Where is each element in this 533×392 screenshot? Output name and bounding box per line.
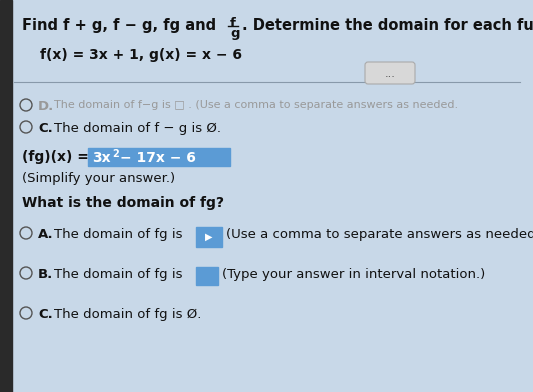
Text: The domain of f−g is □ . (Use a comma to separate answers as needed.: The domain of f−g is □ . (Use a comma to… bbox=[54, 100, 458, 110]
Text: f: f bbox=[230, 17, 236, 30]
Text: − 17x − 6: − 17x − 6 bbox=[120, 151, 196, 165]
Text: g: g bbox=[230, 27, 239, 40]
Text: 2: 2 bbox=[112, 149, 119, 159]
FancyBboxPatch shape bbox=[365, 62, 415, 84]
Text: 3x: 3x bbox=[92, 151, 111, 165]
Text: (fg)(x) =: (fg)(x) = bbox=[22, 150, 94, 164]
Text: (Use a comma to separate answers as needed.: (Use a comma to separate answers as need… bbox=[226, 228, 533, 241]
Text: The domain of fg is Ø.: The domain of fg is Ø. bbox=[54, 308, 201, 321]
Text: ...: ... bbox=[385, 69, 395, 79]
Text: ▶: ▶ bbox=[205, 232, 213, 242]
Text: What is the domain of fg?: What is the domain of fg? bbox=[22, 196, 224, 210]
Bar bbox=[196, 267, 218, 285]
Text: A.: A. bbox=[38, 228, 54, 241]
Text: The domain of fg is: The domain of fg is bbox=[54, 228, 182, 241]
Text: C.: C. bbox=[38, 308, 53, 321]
Text: D.: D. bbox=[38, 100, 54, 113]
Text: . Determine the domain for each function.: . Determine the domain for each function… bbox=[242, 18, 533, 33]
Text: (Simplify your answer.): (Simplify your answer.) bbox=[22, 172, 175, 185]
Text: (Type your answer in interval notation.): (Type your answer in interval notation.) bbox=[222, 268, 485, 281]
Text: The domain of fg is: The domain of fg is bbox=[54, 268, 182, 281]
Text: B.: B. bbox=[38, 268, 53, 281]
Bar bbox=[196, 227, 222, 247]
Text: The domain of f − g is Ø.: The domain of f − g is Ø. bbox=[54, 122, 221, 135]
Text: f(x) = 3x + 1, g(x) = x − 6: f(x) = 3x + 1, g(x) = x − 6 bbox=[40, 48, 242, 62]
Text: C.: C. bbox=[38, 122, 53, 135]
Bar bbox=[0, 0, 12, 392]
Text: Find f + g, f − g, fg and: Find f + g, f − g, fg and bbox=[22, 18, 216, 33]
Bar bbox=[88, 148, 230, 166]
